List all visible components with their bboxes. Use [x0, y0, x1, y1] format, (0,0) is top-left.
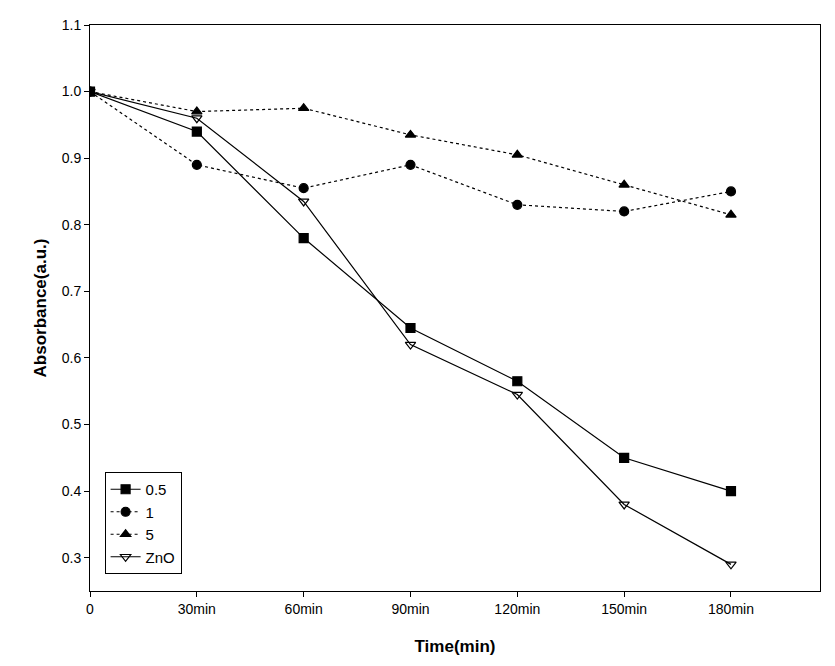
svg-text:90min: 90min [391, 601, 429, 617]
svg-text:0: 0 [86, 601, 94, 617]
svg-text:ZnO: ZnO [146, 549, 175, 566]
svg-text:0.5: 0.5 [62, 416, 82, 432]
svg-text:30min: 30min [178, 601, 216, 617]
svg-text:1.0: 1.0 [62, 83, 82, 99]
svg-text:Time(min): Time(min) [415, 637, 496, 656]
svg-text:0.9: 0.9 [62, 150, 82, 166]
svg-text:0.8: 0.8 [62, 217, 82, 233]
svg-text:0.4: 0.4 [62, 483, 82, 499]
svg-text:0.7: 0.7 [62, 283, 82, 299]
svg-text:5: 5 [146, 526, 154, 543]
svg-text:0.3: 0.3 [62, 550, 82, 566]
svg-text:180min: 180min [708, 601, 754, 617]
svg-text:150min: 150min [601, 601, 647, 617]
svg-text:1.1: 1.1 [62, 17, 82, 33]
svg-text:1: 1 [146, 504, 154, 521]
svg-text:0.6: 0.6 [62, 350, 82, 366]
svg-text:Absorbance(a.u.): Absorbance(a.u.) [31, 239, 50, 378]
svg-text:60min: 60min [285, 601, 323, 617]
svg-text:120min: 120min [494, 601, 540, 617]
svg-text:0.5: 0.5 [146, 481, 167, 498]
